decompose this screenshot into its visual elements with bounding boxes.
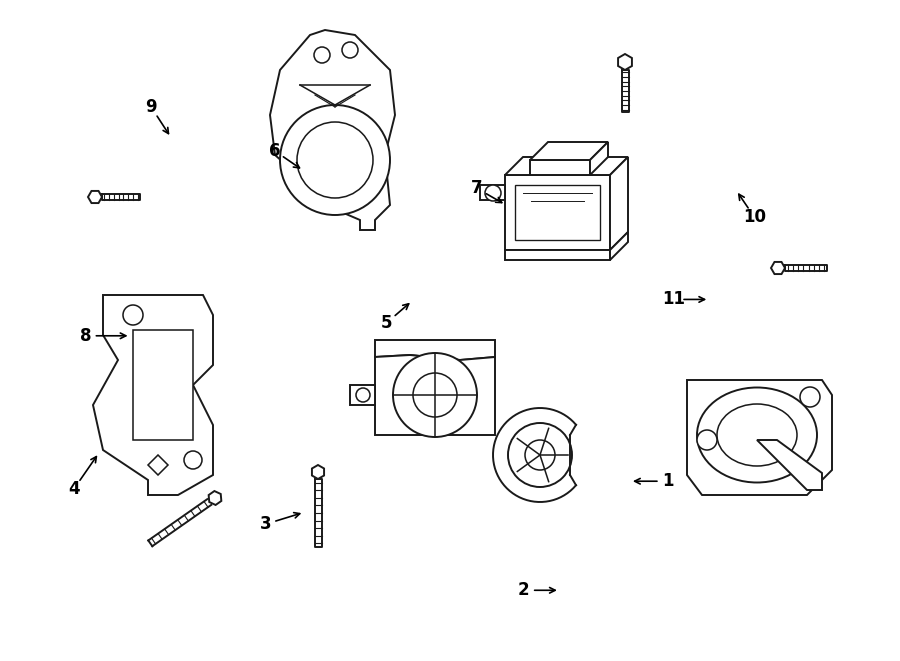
Text: 6: 6	[269, 141, 280, 160]
Text: 4: 4	[68, 480, 79, 498]
Circle shape	[342, 42, 358, 58]
Polygon shape	[133, 330, 193, 440]
Text: 11: 11	[662, 290, 685, 309]
Polygon shape	[148, 455, 168, 475]
Circle shape	[123, 305, 143, 325]
Text: 3: 3	[260, 515, 271, 533]
Circle shape	[184, 451, 202, 469]
Circle shape	[356, 388, 370, 402]
Ellipse shape	[697, 387, 817, 483]
Ellipse shape	[717, 404, 797, 466]
Circle shape	[508, 423, 572, 487]
Polygon shape	[312, 465, 324, 479]
Circle shape	[297, 122, 373, 198]
Polygon shape	[350, 385, 375, 405]
Polygon shape	[590, 142, 608, 175]
Polygon shape	[687, 380, 832, 495]
Text: 9: 9	[146, 98, 157, 116]
Polygon shape	[209, 491, 221, 505]
Polygon shape	[480, 185, 505, 200]
Circle shape	[413, 373, 457, 417]
Text: 10: 10	[742, 208, 766, 226]
Polygon shape	[505, 175, 610, 250]
Text: 8: 8	[80, 327, 91, 345]
Polygon shape	[530, 160, 590, 175]
Text: 2: 2	[518, 581, 529, 600]
Polygon shape	[88, 191, 102, 203]
Circle shape	[697, 430, 717, 450]
Circle shape	[314, 47, 330, 63]
Polygon shape	[375, 355, 495, 435]
Text: 5: 5	[382, 313, 392, 332]
Polygon shape	[93, 295, 213, 495]
Polygon shape	[618, 54, 632, 70]
Circle shape	[485, 185, 501, 201]
Polygon shape	[771, 262, 785, 274]
Circle shape	[280, 105, 390, 215]
Polygon shape	[505, 157, 628, 175]
Polygon shape	[515, 185, 600, 240]
Text: 7: 7	[472, 179, 482, 198]
Circle shape	[393, 353, 477, 437]
Polygon shape	[505, 250, 610, 260]
Circle shape	[525, 440, 555, 470]
Circle shape	[800, 387, 820, 407]
Polygon shape	[530, 142, 608, 160]
Polygon shape	[375, 340, 495, 360]
Polygon shape	[610, 232, 628, 260]
Text: 1: 1	[662, 472, 673, 490]
Polygon shape	[610, 157, 628, 250]
Polygon shape	[270, 30, 395, 230]
Polygon shape	[757, 440, 822, 490]
